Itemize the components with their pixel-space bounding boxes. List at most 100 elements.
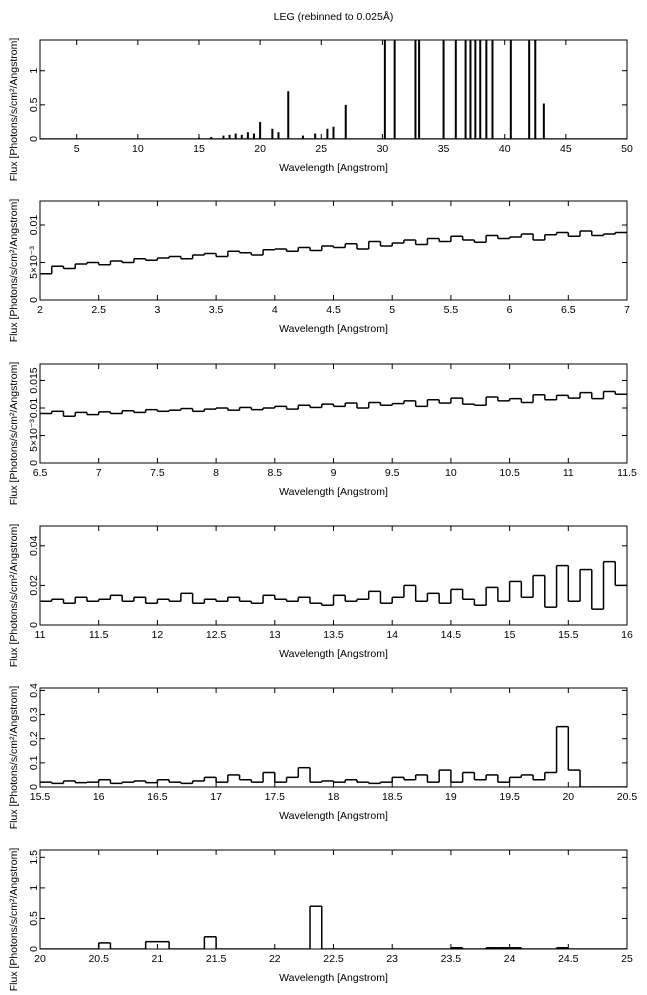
x-axis-label: Wavelength [Angstrom] <box>279 972 388 984</box>
x-tick-label: 9 <box>331 467 337 479</box>
x-tick-label: 12.5 <box>206 629 227 641</box>
x-axis-label: Wavelength [Angstrom] <box>279 648 388 660</box>
y-tick-label: 0.3 <box>28 707 40 722</box>
plot-frame <box>39 363 628 464</box>
x-tick-label: 23 <box>386 953 398 965</box>
x-tick-label: 15 <box>504 629 516 641</box>
y-tick-label: 0.4 <box>28 683 40 698</box>
x-tick-label: 15 <box>193 143 205 155</box>
x-tick-label: 7.5 <box>150 467 165 479</box>
x-axis-label: Wavelength [Angstrom] <box>279 810 388 822</box>
x-tick-label: 4 <box>272 304 278 316</box>
x-tick-label: 18.5 <box>382 791 403 803</box>
x-tick-label: 18 <box>328 791 340 803</box>
x-tick-label: 14 <box>386 629 398 641</box>
x-tick-label: 9.5 <box>385 467 400 479</box>
x-axis-label: Wavelength [Angstrom] <box>279 162 388 174</box>
x-tick-label: 16.5 <box>147 791 168 803</box>
x-tick-label: 5.5 <box>444 304 459 316</box>
x-tick-label: 7 <box>96 467 102 479</box>
x-tick-label: 19 <box>445 791 457 803</box>
x-tick-label: 14.5 <box>441 629 462 641</box>
x-tick-label: 3.5 <box>209 304 224 316</box>
x-tick-label: 15.5 <box>30 791 51 803</box>
plot-frame <box>39 687 628 788</box>
x-tick-label: 11 <box>563 467 574 479</box>
y-tick-label: 0 <box>28 622 40 628</box>
y-tick-label: 0.5 <box>28 911 40 926</box>
y-tick-label: 0 <box>28 784 40 790</box>
x-tick-label: 15.5 <box>558 629 579 641</box>
plot-area <box>40 905 627 949</box>
x-tick-label: 10 <box>445 467 457 479</box>
x-tick-label: 17 <box>210 791 222 803</box>
x-tick-label: 10 <box>132 143 144 155</box>
x-tick-label: 8 <box>213 467 219 479</box>
y-axis-label: Flux [Photons/s/cm²/Angstrom] <box>8 38 20 182</box>
x-tick-label: 5 <box>74 143 80 155</box>
x-tick-label: 16 <box>93 791 105 803</box>
x-tick-label: 11.5 <box>617 467 637 479</box>
x-tick-label: 23.5 <box>441 953 462 965</box>
x-tick-label: 21 <box>152 953 164 965</box>
x-tick-label: 7 <box>624 304 630 316</box>
y-tick-label: 1.5 <box>28 850 40 865</box>
y-axis-label: Flux [Photons/s/cm²/Angstrom] <box>8 199 20 343</box>
x-axis-label: Wavelength [Angstrom] <box>279 486 388 498</box>
x-tick-label: 20 <box>254 143 266 155</box>
x-tick-label: 17.5 <box>265 791 286 803</box>
x-tick-label: 22 <box>269 953 281 965</box>
y-tick-label: 0.01 <box>28 215 40 236</box>
x-tick-label: 45 <box>560 143 572 155</box>
x-tick-label: 12 <box>152 629 164 641</box>
y-tick-label: 0.04 <box>28 535 40 556</box>
x-axis-label: Wavelength [Angstrom] <box>279 323 388 335</box>
x-tick-label: 50 <box>621 143 633 155</box>
y-axis-label: Flux [Photons/s/cm²/Angstrom] <box>8 686 20 830</box>
y-tick-label: 1 <box>28 885 40 891</box>
x-tick-label: 6.5 <box>33 467 48 479</box>
y-tick-label: 0.015 <box>28 367 40 393</box>
y-tick-label: 0.02 <box>28 575 40 596</box>
x-tick-label: 13 <box>269 629 281 641</box>
x-tick-label: 10.5 <box>499 467 520 479</box>
y-tick-label: 5×10⁻³ <box>28 246 40 279</box>
x-tick-label: 24 <box>504 953 516 965</box>
y-tick-label: 5×10⁻³ <box>28 419 40 452</box>
x-tick-label: 24.5 <box>558 953 579 965</box>
plot-frame <box>39 849 628 950</box>
chart-title: LEG (rebinned to 0.025Å) <box>274 10 394 23</box>
plot-area <box>40 230 627 275</box>
y-tick-label: 0 <box>28 136 40 142</box>
x-tick-label: 16 <box>621 629 633 641</box>
plot-area <box>40 725 627 787</box>
x-tick-label: 2.5 <box>91 304 106 316</box>
x-tick-label: 6.5 <box>561 304 576 316</box>
y-tick-label: 0 <box>28 460 40 466</box>
x-tick-label: 21.5 <box>206 953 227 965</box>
x-tick-label: 20.5 <box>617 791 638 803</box>
plot-frame <box>39 39 628 140</box>
x-tick-label: 20 <box>562 791 574 803</box>
x-tick-label: 40 <box>499 143 511 155</box>
x-tick-label: 25 <box>315 143 327 155</box>
y-tick-label: 0.1 <box>28 755 40 770</box>
x-tick-label: 6 <box>507 304 513 316</box>
plot-area <box>40 390 627 417</box>
x-tick-label: 19.5 <box>499 791 520 803</box>
y-tick-label: 0.2 <box>28 731 40 746</box>
x-tick-label: 5 <box>389 304 395 316</box>
y-tick-label: 0.01 <box>28 398 40 419</box>
y-tick-label: 0 <box>28 297 40 303</box>
x-tick-label: 13.5 <box>323 629 344 641</box>
x-tick-label: 11.5 <box>89 629 109 641</box>
x-tick-label: 25 <box>621 953 633 965</box>
y-axis-label: Flux [Photons/s/cm²/Angstrom] <box>8 848 20 992</box>
x-tick-label: 2 <box>37 304 43 316</box>
x-tick-label: 8.5 <box>267 467 282 479</box>
y-tick-label: 0.5 <box>28 97 40 112</box>
y-tick-label: 0 <box>28 946 40 952</box>
x-tick-label: 3 <box>154 304 160 316</box>
plot-frame <box>39 200 628 301</box>
